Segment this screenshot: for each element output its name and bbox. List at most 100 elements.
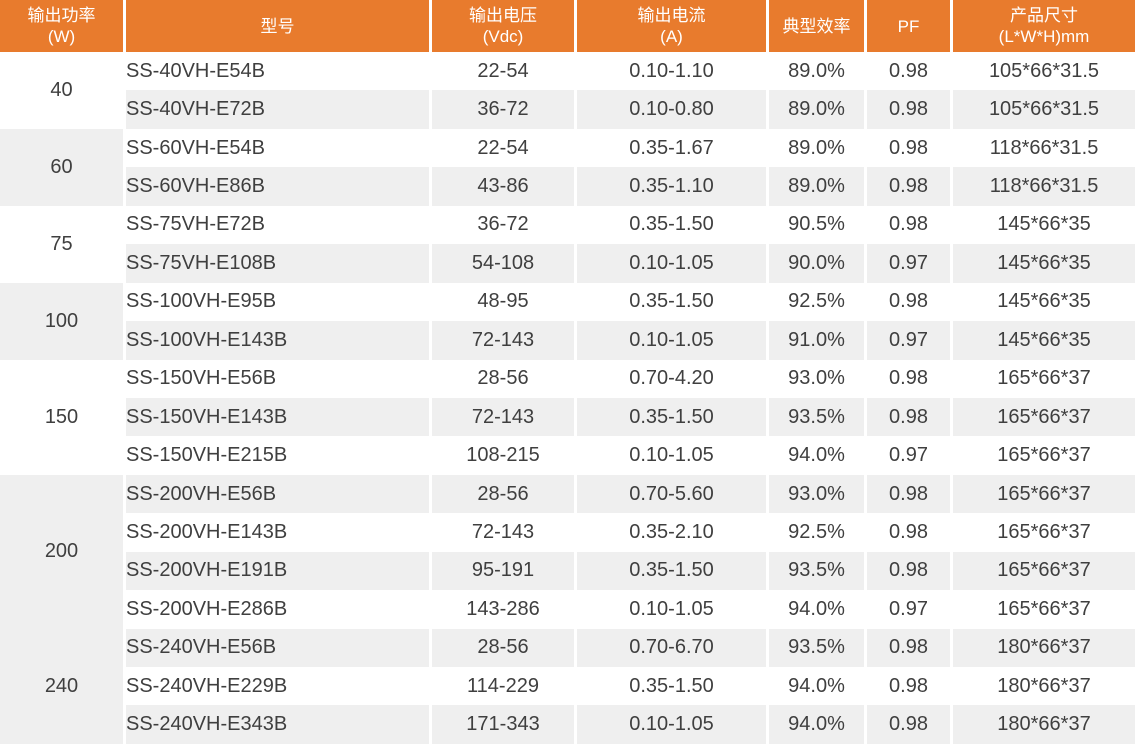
voltage-cell: 72-143 — [429, 513, 574, 552]
col-header-model: 型号 — [123, 0, 429, 52]
col-header-product-size: 产品尺寸 (L*W*H)mm — [950, 0, 1135, 52]
table-body: 40 SS-40VH-E54B 22-54 0.10-1.10 89.0% 0.98 105… — [0, 52, 1135, 744]
current-cell: 0.10-1.10 — [574, 52, 766, 91]
pf-cell: 0.98 — [864, 397, 950, 437]
efficiency-cell: 92.5% — [766, 513, 864, 552]
pf-cell: 0.97 — [864, 590, 950, 629]
size-cell: 165*66*37 — [950, 397, 1135, 437]
efficiency-cell: 93.5% — [766, 628, 864, 667]
col-header-product-size-unit: (L*W*H)mm — [998, 27, 1090, 46]
model-cell: SS-40VH-E72B — [123, 90, 429, 129]
model-cell: SS-200VH-E56B — [123, 474, 429, 514]
col-header-output-power-unit: (W) — [47, 27, 76, 46]
voltage-cell: 36-72 — [429, 205, 574, 245]
col-header-output-current: 输出电流 (A) — [574, 0, 766, 52]
efficiency-cell: 93.0% — [766, 474, 864, 514]
voltage-cell: 28-56 — [429, 628, 574, 667]
pf-cell: 0.98 — [864, 628, 950, 667]
table-row: SS-200VH-E143B 72-143 0.35-2.10 92.5% 0.98 16… — [0, 513, 1135, 552]
voltage-cell: 95-191 — [429, 551, 574, 591]
efficiency-cell: 89.0% — [766, 52, 864, 91]
model-cell: SS-100VH-E143B — [123, 321, 429, 360]
pf-cell: 0.97 — [864, 436, 950, 475]
efficiency-cell: 89.0% — [766, 128, 864, 168]
power-cell: 150 — [0, 359, 123, 475]
model-cell: SS-240VH-E229B — [123, 667, 429, 706]
table-row: 200 SS-200VH-E56B 28-56 0.70-5.60 93.0% 0.98 1… — [0, 474, 1135, 629]
power-cell: 200 — [0, 474, 123, 629]
power-cell: 100 — [0, 282, 123, 360]
voltage-cell: 143-286 — [429, 590, 574, 629]
table-row: SS-200VH-E286B 143-286 0.10-1.05 94.0% 0.97 1… — [0, 590, 1135, 629]
voltage-cell: 28-56 — [429, 474, 574, 514]
table-row: 150 SS-150VH-E56B 28-56 0.70-4.20 93.0% 0.98 1… — [0, 359, 1135, 475]
current-cell: 0.35-1.67 — [574, 128, 766, 168]
efficiency-cell: 90.5% — [766, 205, 864, 245]
pf-cell: 0.98 — [864, 474, 950, 514]
current-cell: 0.10-1.05 — [574, 705, 766, 744]
voltage-cell: 72-143 — [429, 321, 574, 360]
model-cell: SS-60VH-E86B — [123, 167, 429, 206]
current-cell: 0.35-1.50 — [574, 551, 766, 591]
current-cell: 0.35-1.10 — [574, 167, 766, 206]
col-header-output-voltage: 输出电压 (Vdc) — [429, 0, 574, 52]
model-cell: SS-150VH-E215B — [123, 436, 429, 475]
col-header-model-label: 型号 — [260, 16, 295, 36]
size-cell: 165*66*37 — [950, 474, 1135, 514]
voltage-cell: 72-143 — [429, 397, 574, 437]
voltage-cell: 171-343 — [429, 705, 574, 744]
model-cell: SS-150VH-E143B — [123, 397, 429, 437]
power-cell: 60 — [0, 128, 123, 206]
current-cell: 0.10-1.05 — [574, 321, 766, 360]
table-row: 75 SS-75VH-E72B 36-72 0.35-1.50 90.5% 0.98 145… — [0, 205, 1135, 283]
table-row: 100 SS-100VH-E95B 48-95 0.35-1.50 92.5% 0.98 1… — [0, 282, 1135, 360]
table-row: SS-60VH-E86B 43-86 0.35-1.10 89.0% 0.98 118*6… — [0, 167, 1135, 206]
pf-cell: 0.98 — [864, 128, 950, 168]
model-cell: SS-240VH-E343B — [123, 705, 429, 744]
voltage-cell: 43-86 — [429, 167, 574, 206]
size-cell: 145*66*35 — [950, 321, 1135, 360]
size-cell: 165*66*37 — [950, 436, 1135, 475]
current-cell: 0.10-1.05 — [574, 590, 766, 629]
efficiency-cell: 89.0% — [766, 90, 864, 129]
model-cell: SS-100VH-E95B — [123, 282, 429, 322]
voltage-cell: 48-95 — [429, 282, 574, 322]
power-cell: 75 — [0, 205, 123, 283]
voltage-cell: 22-54 — [429, 128, 574, 168]
current-cell: 0.10-1.05 — [574, 244, 766, 283]
size-cell: 118*66*31.5 — [950, 128, 1135, 168]
model-cell: SS-200VH-E191B — [123, 551, 429, 591]
model-cell: SS-75VH-E72B — [123, 205, 429, 245]
table-header: 输出功率 (W) 型号 输出电压 (Vdc) 输出电流 (A) 典型效率 PF — [0, 0, 1135, 52]
efficiency-cell: 92.5% — [766, 282, 864, 322]
efficiency-cell: 94.0% — [766, 436, 864, 475]
current-cell: 0.70-4.20 — [574, 359, 766, 398]
pf-cell: 0.98 — [864, 90, 950, 129]
efficiency-cell: 91.0% — [766, 321, 864, 360]
col-header-output-voltage-unit: (Vdc) — [482, 27, 524, 46]
current-cell: 0.10-1.05 — [574, 436, 766, 475]
col-header-pf: PF — [864, 0, 950, 52]
pf-cell: 0.98 — [864, 52, 950, 91]
size-cell: 105*66*31.5 — [950, 90, 1135, 129]
col-header-product-size-label: 产品尺寸 — [1010, 6, 1078, 25]
table-row: 240 SS-240VH-E56B 28-56 0.70-6.70 93.5% 0.98 1… — [0, 628, 1135, 744]
col-header-typical-efficiency-label: 典型效率 — [782, 16, 851, 36]
power-cell: 40 — [0, 52, 123, 129]
table-row: SS-100VH-E143B 72-143 0.10-1.05 91.0% 0.97 14… — [0, 321, 1135, 360]
pf-cell: 0.98 — [864, 513, 950, 552]
col-header-output-power-label: 输出功率 — [27, 6, 96, 25]
size-cell: 165*66*37 — [950, 551, 1135, 591]
voltage-cell: 54-108 — [429, 244, 574, 283]
table-row: SS-40VH-E72B 36-72 0.10-0.80 89.0% 0.98 105*6… — [0, 90, 1135, 129]
pf-cell: 0.98 — [864, 667, 950, 706]
col-header-output-power: 输出功率 (W) — [0, 0, 123, 52]
model-cell: SS-60VH-E54B — [123, 128, 429, 168]
table-row: 60 SS-60VH-E54B 22-54 0.35-1.67 89.0% 0.98 118… — [0, 128, 1135, 206]
pf-cell: 0.97 — [864, 321, 950, 360]
efficiency-cell: 93.5% — [766, 551, 864, 591]
voltage-cell: 28-56 — [429, 359, 574, 398]
pf-cell: 0.98 — [864, 705, 950, 744]
current-cell: 0.10-0.80 — [574, 90, 766, 129]
size-cell: 165*66*37 — [950, 359, 1135, 398]
